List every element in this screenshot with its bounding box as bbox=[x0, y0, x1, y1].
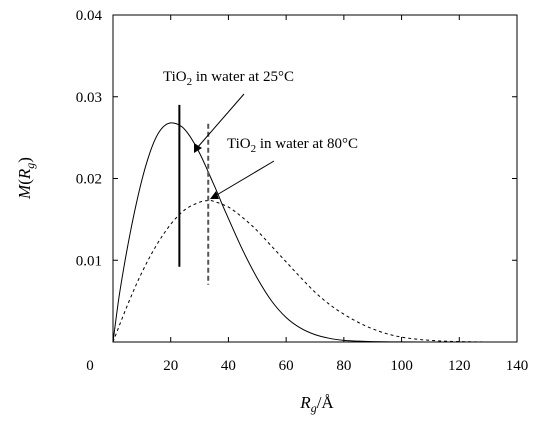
y-tick-label: 0.04 bbox=[76, 8, 103, 24]
annotation-25c-sub: 2 bbox=[187, 76, 193, 88]
x-tick-label: 100 bbox=[390, 358, 413, 374]
y-axis-label-close: ) bbox=[15, 157, 34, 163]
x-tick-label: 0 bbox=[86, 358, 94, 374]
annotation-arrow-80c bbox=[210, 160, 275, 199]
series-line-25c bbox=[112, 122, 489, 343]
x-tick-label: 80 bbox=[336, 358, 351, 374]
x-axis-label-tail: /Å bbox=[317, 393, 335, 412]
y-axis-label-sub: g bbox=[23, 163, 37, 169]
y-axis-label: M(Rg) bbox=[15, 157, 37, 200]
y-axis-label-var: R bbox=[15, 168, 34, 180]
annotation-80c-sub: 2 bbox=[251, 143, 257, 155]
annotation-25c-pre: TiO bbox=[163, 69, 187, 85]
x-axis-label-main: R bbox=[299, 393, 311, 412]
y-axis-ticks: 0.01 0.02 0.03 0.04 bbox=[76, 8, 517, 269]
y-tick-label: 0.02 bbox=[76, 172, 102, 188]
annotation-80c-pre: TiO bbox=[227, 136, 251, 152]
y-tick-label: 0.01 bbox=[76, 253, 102, 269]
x-tick-label: 40 bbox=[221, 358, 236, 374]
y-axis-label-main: M bbox=[15, 184, 34, 200]
series-line-80c bbox=[112, 199, 489, 343]
annotation-80c-post: in water at 80°C bbox=[256, 136, 358, 152]
annotation-25c: TiO2 in water at 25°C bbox=[163, 69, 294, 88]
annotation-80c: TiO2 in water at 80°C bbox=[227, 136, 358, 155]
x-tick-label: 120 bbox=[448, 358, 471, 374]
x-tick-label: 140 bbox=[506, 358, 529, 374]
series-layer bbox=[112, 122, 489, 343]
marker-layer bbox=[178, 104, 210, 285]
x-axis-ticks: 0 20 40 60 80 100 120 140 bbox=[86, 15, 528, 374]
x-tick-label: 20 bbox=[163, 358, 178, 374]
y-tick-label: 0.03 bbox=[76, 90, 102, 106]
y-axis-label-open: ( bbox=[15, 179, 34, 185]
x-axis-label: Rg/Å bbox=[299, 393, 334, 415]
annotation-25c-post: in water at 25°C bbox=[192, 69, 294, 85]
plot-frame bbox=[112, 14, 518, 343]
x-axis-label-sub: g bbox=[311, 401, 317, 415]
x-tick-label: 60 bbox=[279, 358, 294, 374]
annotation-arrow-25c bbox=[194, 93, 245, 153]
